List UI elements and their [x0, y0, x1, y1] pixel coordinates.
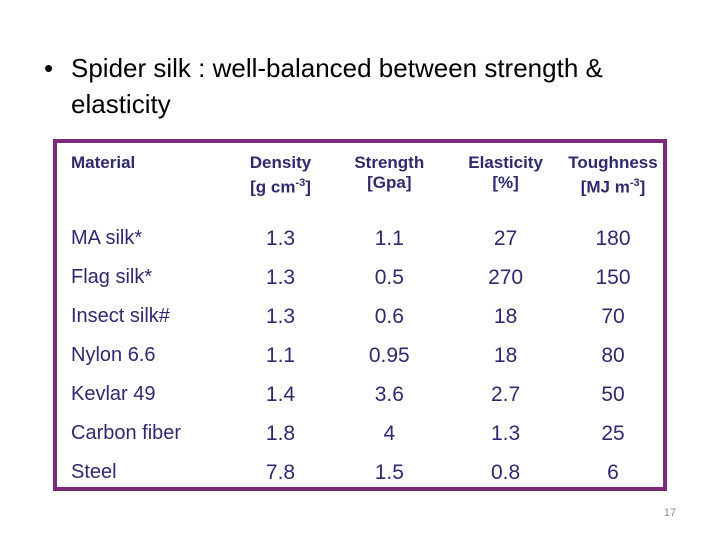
header-strength-label: Strength: [354, 153, 425, 172]
cell-elasticity: 27: [493, 226, 518, 250]
header-density-label: Density: [249, 153, 312, 172]
cell-density: 7.8: [265, 460, 296, 484]
cell-material: Carbon fiber: [71, 422, 182, 444]
header-density-unit-close: ]: [305, 177, 311, 197]
cell-toughness: 80: [601, 343, 625, 367]
bullet-dot-icon: •: [44, 53, 54, 83]
cell-toughness: 25: [601, 421, 625, 445]
cell-strength: 4: [383, 421, 396, 445]
cell-material: Flag silk*: [71, 266, 153, 288]
cell-strength: 0.95: [368, 343, 410, 367]
cell-density: 1.3: [265, 226, 296, 250]
cell-material: Nylon 6.6: [71, 344, 156, 366]
table-row: Flag silk* 1.3 0.5 270 150: [71, 258, 663, 297]
cell-elasticity: 0.8: [490, 460, 521, 484]
table-row: Insect silk# 1.3 0.6 18 70: [71, 297, 663, 336]
header-elasticity-unit: [%]: [492, 173, 519, 192]
header-toughness-label: Toughness: [568, 153, 658, 172]
cell-elasticity: 270: [488, 265, 524, 289]
cell-density: 1.4: [265, 382, 296, 406]
header-toughness-exponent: -3: [629, 177, 640, 189]
cell-strength: 1.5: [374, 460, 404, 484]
table-row: Carbon fiber 1.8 4 1.3 25: [71, 414, 663, 453]
cell-elasticity: 1.3: [490, 421, 521, 445]
header-toughness-unit-close: ]: [639, 177, 646, 197]
cell-material: Steel: [71, 461, 117, 483]
header-density-exponent: -3: [295, 177, 306, 189]
header-density: Density [g cm-3]: [231, 153, 331, 219]
cell-material: Kevlar 49: [71, 383, 156, 405]
header-elasticity-label: Elasticity: [468, 153, 543, 172]
cell-density: 1.8: [265, 421, 296, 445]
cell-elasticity: 2.7: [490, 382, 521, 406]
cell-density: 1.3: [265, 304, 296, 328]
header-elasticity: Elasticity [%]: [448, 153, 563, 219]
cell-toughness: 70: [601, 304, 625, 328]
cell-toughness: 6: [607, 460, 619, 484]
cell-elasticity: 18: [493, 304, 518, 328]
header-material-label: Material: [71, 153, 136, 172]
cell-material: MA silk*: [71, 227, 143, 249]
table-row: MA silk* 1.3 1.1 27 180: [71, 219, 663, 258]
table-header-row: Material Density [g cm-3] Strength [Gpa]…: [71, 153, 663, 219]
bullet-text: Spider silk : well-balanced between stre…: [71, 53, 603, 119]
table-row: Nylon 6.6 1.1 0.95 18 80: [71, 336, 663, 375]
cell-density: 1.3: [265, 265, 296, 289]
materials-table: Material Density [g cm-3] Strength [Gpa]…: [71, 153, 663, 492]
cell-elasticity: 18: [493, 343, 518, 367]
header-material: Material: [71, 153, 231, 219]
cell-strength: 1.1: [374, 226, 404, 250]
table-row: Kevlar 49 1.4 3.6 2.7 50: [71, 375, 663, 414]
header-density-unit: [g cm: [250, 177, 296, 197]
page-number: 17: [663, 507, 677, 519]
table-row: Steel 7.8 1.5 0.8 6: [71, 453, 663, 492]
header-toughness-unit: [MJ m: [580, 177, 630, 197]
cell-strength: 0.5: [374, 265, 404, 289]
cell-toughness: 150: [595, 265, 631, 289]
cell-toughness: 50: [601, 382, 625, 406]
bullet-point: • Spider silk : well-balanced between st…: [44, 50, 694, 122]
table-frame: Material Density [g cm-3] Strength [Gpa]…: [53, 139, 667, 491]
header-strength-unit: [Gpa]: [367, 173, 412, 192]
cell-material: Insect silk#: [71, 305, 170, 327]
header-toughness: Toughness [MJ m-3]: [563, 153, 663, 219]
cell-density: 1.1: [265, 343, 296, 367]
cell-toughness: 180: [595, 226, 631, 250]
cell-strength: 3.6: [374, 382, 404, 406]
header-strength: Strength [Gpa]: [330, 153, 448, 219]
cell-strength: 0.6: [374, 304, 404, 328]
